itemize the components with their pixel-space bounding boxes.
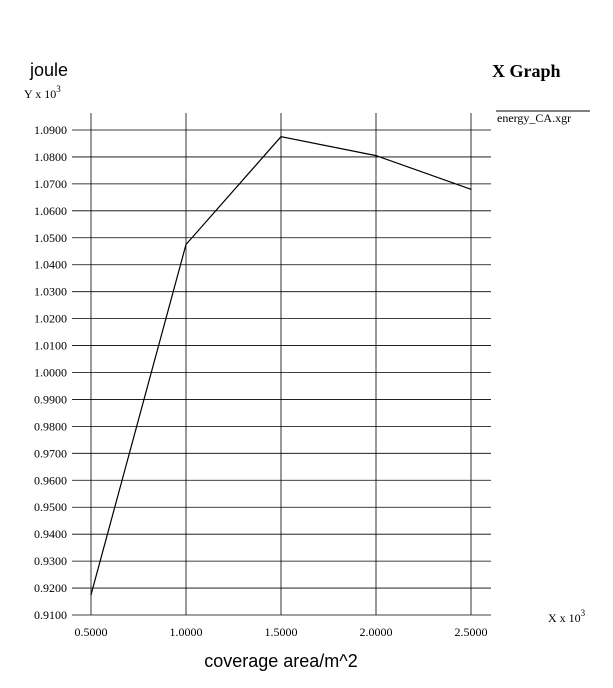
y-tick-label: 0.9100: [34, 608, 67, 622]
y-tick-label: 0.9400: [34, 527, 67, 541]
y-tick-label: 1.0100: [34, 339, 67, 353]
grid: [72, 113, 491, 616]
y-tick-label: 0.9800: [34, 419, 67, 433]
data-point: [470, 188, 472, 190]
y-tick-label: 1.0300: [34, 285, 67, 299]
y-tick-label: 1.0500: [34, 231, 67, 245]
data-point: [90, 594, 92, 596]
series-group: [90, 136, 472, 596]
x-axis-label: coverage area/m^2: [204, 651, 358, 671]
y-tick-label: 1.0800: [34, 150, 67, 164]
y-tick-label: 1.0700: [34, 177, 67, 191]
x-tick-label: 0.5000: [75, 625, 108, 639]
x-tick-label: 1.0000: [170, 625, 203, 639]
data-point: [375, 154, 377, 157]
y-tick-label: 1.0900: [34, 123, 67, 137]
x-tick-label: 2.0000: [360, 625, 393, 639]
y-tick-label: 0.9900: [34, 392, 67, 406]
data-point: [280, 136, 282, 138]
x-multiplier-label: X x 103: [548, 608, 586, 625]
y-tick-label: 0.9500: [34, 500, 67, 514]
x-tick-label: 2.5000: [455, 625, 488, 639]
y-tick-label: 1.0600: [34, 204, 67, 218]
y-tick-label: 0.9600: [34, 473, 67, 487]
y-tick-label: 0.9200: [34, 581, 67, 595]
chart-title: X Graph: [492, 61, 561, 81]
legend-entry: energy_CA.xgr: [497, 111, 571, 125]
y-tick-label: 0.9300: [34, 554, 67, 568]
y-tick-label: 0.9700: [34, 446, 67, 460]
y-tick-labels: 0.9100 0.9200 0.9300 0.9400 0.9500 0.9600 0.97…: [34, 123, 67, 622]
y-axis-label: joule: [29, 60, 68, 80]
y-tick-label: 1.0000: [34, 366, 67, 380]
x-tick-labels: 0.5000 1.0000 1.5000 2.0000 2.5000: [75, 625, 488, 639]
y-multiplier-label: Y x 103: [24, 84, 61, 101]
data-point: [185, 243, 187, 246]
x-tick-label: 1.5000: [265, 625, 298, 639]
y-tick-label: 1.0200: [34, 312, 67, 326]
y-tick-label: 1.0400: [34, 258, 67, 272]
